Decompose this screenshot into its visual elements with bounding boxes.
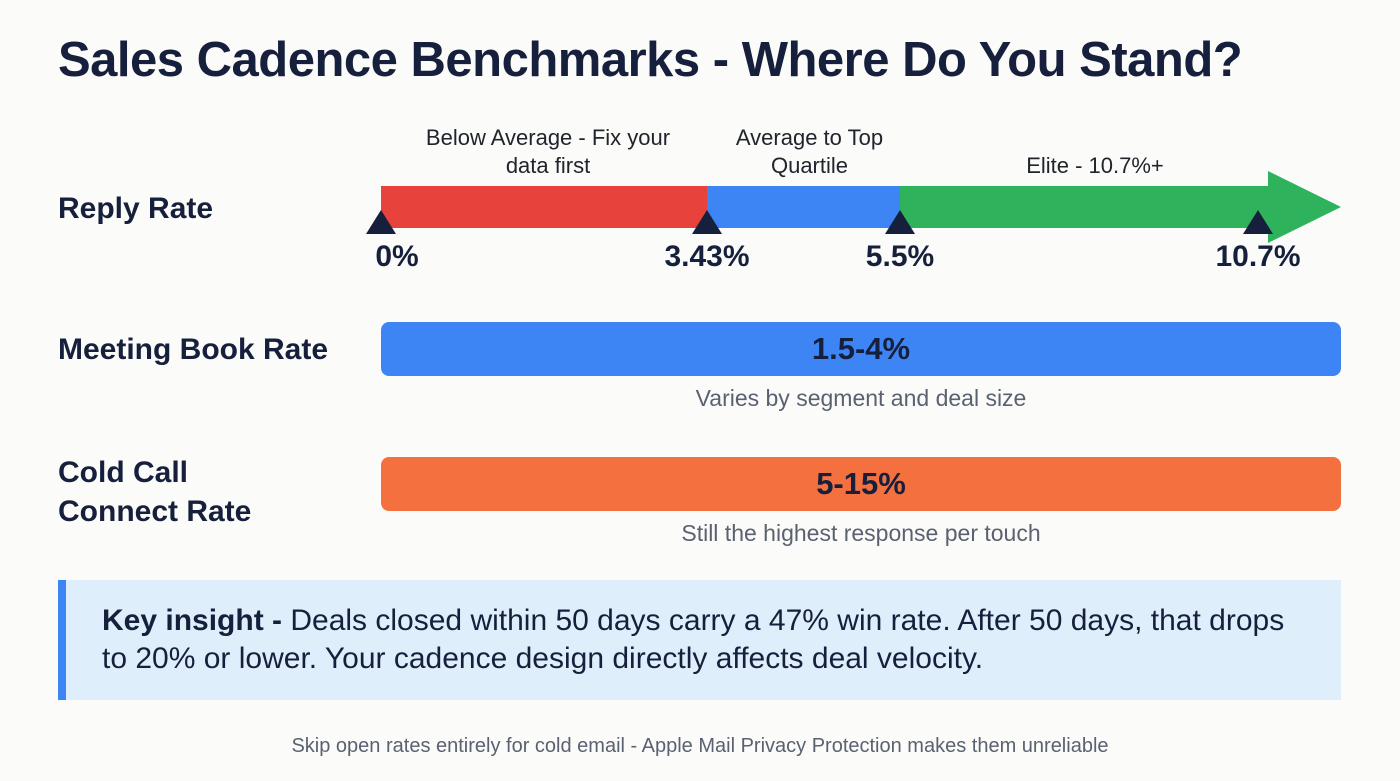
segment-caption-elite: Elite - 10.7%+ [1026, 153, 1164, 178]
band-below-average [381, 186, 707, 228]
band-elite [900, 186, 1268, 228]
meeting-book-rate-value: 1.5-4% [811, 331, 911, 366]
page-title: Sales Cadence Benchmarks - Where Do You … [58, 33, 1243, 87]
cold-call-connect-rate-bar: 5-15% [381, 457, 1341, 511]
arrow-scale-svg [381, 171, 1341, 243]
tick-marker-3-43 [692, 210, 722, 234]
arrow-head-icon [1268, 171, 1341, 243]
tick-marker-10-7 [1243, 210, 1273, 234]
reply-rate-gradient-arrow [381, 171, 1341, 243]
meeting-book-rate-bar: 1.5-4% [381, 322, 1341, 376]
band-average-top-quartile [707, 186, 900, 228]
row-label-line-1: Cold Call [58, 456, 189, 489]
tick-marker-5-5 [885, 210, 915, 234]
row-label-line-2: Connect Rate [58, 495, 252, 528]
tick-value-5-5: 5.5% [865, 240, 935, 273]
key-insight-lead: Key insight - [102, 603, 283, 637]
key-insight-text: Key insight - Deals closed within 50 day… [66, 602, 1341, 679]
cold-call-connect-rate-caption: Still the highest response per touch [681, 520, 1041, 546]
segment-caption-average-to-top-quartile: Average to Top Quartile [735, 125, 884, 178]
tick-value-0: 0% [375, 240, 419, 273]
key-insight-callout: Key insight - Deals closed within 50 day… [58, 580, 1341, 700]
row-label-cold-call-connect-rate: Cold Call Connect Rate [58, 453, 251, 531]
tick-value-10-7: 10.7% [1215, 240, 1301, 273]
key-insight-body: Deals closed within 50 days carry a 47% … [102, 603, 1285, 675]
row-label-meeting-book-rate: Meeting Book Rate [58, 333, 329, 366]
segment-caption-below-average: Below Average - Fix your data first [425, 125, 671, 178]
tick-marker-0 [366, 210, 396, 234]
cold-call-connect-rate-value: 5-15% [816, 466, 906, 501]
row-label-reply-rate: Reply Rate [58, 192, 214, 225]
footer-note: Skip open rates entirely for cold email … [291, 735, 1109, 757]
tick-value-3-43: 3.43% [664, 240, 750, 273]
meeting-book-rate-caption: Varies by segment and deal size [695, 385, 1027, 411]
